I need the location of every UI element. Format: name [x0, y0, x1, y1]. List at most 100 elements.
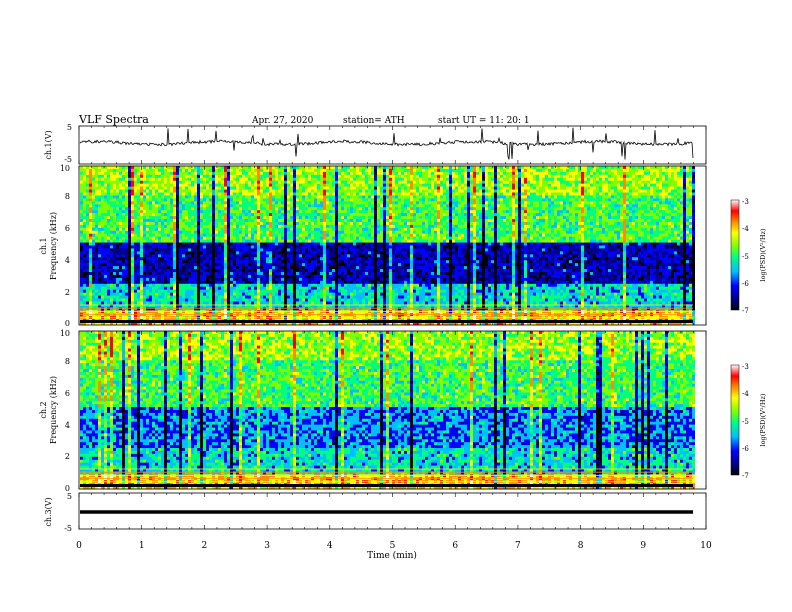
- spectrogram-cell: [101, 301, 104, 305]
- spectrogram-cell: [302, 168, 305, 173]
- spectrogram-cell: [269, 171, 272, 176]
- spectrogram-cell: [119, 236, 122, 240]
- spectrogram-cell: [134, 224, 137, 229]
- spectrogram-cell: [329, 195, 332, 199]
- spectrogram-cell: [299, 286, 302, 290]
- spectrogram-cell: [191, 213, 194, 217]
- spectrogram-cell: [260, 201, 263, 205]
- spectrogram-cell: [338, 292, 341, 296]
- spectrogram-cell: [329, 254, 332, 258]
- spectrogram-cell: [122, 295, 125, 299]
- spectrogram-cell: [185, 227, 188, 232]
- spectrogram-cell: [98, 280, 101, 285]
- spectrogram-cell: [80, 166, 83, 170]
- spectrogram-cell: [116, 286, 119, 290]
- spectrogram-cell: [89, 248, 92, 252]
- spectrogram-cell: [152, 301, 155, 305]
- spectrogram-cell: [83, 298, 86, 302]
- spectrogram-cell: [236, 233, 239, 237]
- spectrogram-cell: [320, 292, 323, 296]
- spectrogram-cell: [167, 221, 170, 226]
- spectrogram-cell: [173, 166, 176, 170]
- spectrogram-cell: [158, 310, 161, 314]
- spectrogram-cell: [125, 177, 128, 182]
- spectrogram-cell: [221, 195, 224, 199]
- spectrogram-cell: [155, 301, 158, 305]
- spectrogram-cell: [131, 219, 134, 223]
- spectrogram-cell: [347, 230, 350, 235]
- spectrogram-cell: [167, 272, 170, 276]
- spectrogram-cell: [311, 186, 314, 190]
- spectrogram-cell: [80, 266, 83, 270]
- spectrogram-cell: [302, 192, 305, 196]
- spectrogram-cell: [242, 248, 245, 252]
- spectrogram-cell: [293, 307, 296, 311]
- spectrogram-cell: [239, 301, 242, 305]
- spectrogram-cell: [98, 216, 101, 220]
- spectrogram-cell: [215, 274, 218, 279]
- spectrogram-cell: [197, 242, 200, 246]
- spectrogram-cell: [92, 277, 95, 282]
- spectrogram-cell: [254, 283, 257, 288]
- spectrogram-cell: [248, 257, 251, 261]
- spectrogram-cell: [98, 260, 101, 264]
- spectrogram-cell: [242, 286, 245, 290]
- spectrogram-cell: [128, 292, 131, 296]
- spectrogram-cell: [140, 221, 143, 226]
- spectrogram-cell: [278, 168, 281, 173]
- spectrogram-cell: [302, 292, 305, 296]
- spectrogram-cell: [245, 286, 248, 290]
- spectrogram-cell: [239, 248, 242, 252]
- spectrogram-cell: [227, 183, 230, 187]
- spectrogram-cell: [272, 204, 275, 208]
- spectrogram-cell: [275, 245, 278, 249]
- spectrogram-cell: [128, 245, 131, 249]
- spectrogram-cell: [344, 245, 347, 249]
- spectrogram-cell: [101, 189, 104, 193]
- spectrogram-cell: [230, 177, 233, 182]
- spectrogram-cell: [155, 236, 158, 240]
- spectrogram-cell: [311, 266, 314, 270]
- spectrogram-cell: [320, 257, 323, 261]
- spectrogram-cell: [128, 257, 131, 261]
- spectrogram-cell: [296, 192, 299, 196]
- spectrogram-cell: [200, 198, 203, 202]
- ch1-waveform-line: [79, 127, 694, 160]
- spectrogram-cell: [341, 168, 344, 173]
- spectrogram-cell: [269, 201, 272, 205]
- spectrogram-cell: [89, 260, 92, 264]
- spectrogram-cell: [221, 221, 224, 226]
- spectrogram-cell: [140, 257, 143, 261]
- spectrogram-cell: [329, 245, 332, 249]
- spectrogram-cell: [197, 310, 200, 314]
- spectrogram-cell: [269, 213, 272, 217]
- spectrogram-cell: [197, 307, 200, 311]
- spectrogram-cell: [347, 192, 350, 196]
- spectrogram-cell: [245, 210, 248, 214]
- spectrogram-cell: [329, 266, 332, 270]
- spectrogram-cell: [326, 289, 329, 293]
- spectrogram-cell: [302, 266, 305, 270]
- spectrogram-cell: [164, 216, 167, 220]
- spectrogram-cell: [86, 180, 89, 184]
- spectrogram-cell: [101, 210, 104, 214]
- spectrogram-cell: [146, 307, 149, 311]
- spectrogram-cell: [209, 210, 212, 214]
- spectrogram-cell: [242, 251, 245, 255]
- spectrogram-cell: [317, 304, 320, 308]
- spectrogram-cell: [326, 307, 329, 311]
- spectrogram-cell: [194, 301, 197, 305]
- spectrogram-cell: [332, 274, 335, 279]
- spectrogram-cell: [98, 242, 101, 246]
- spectrogram-cell: [347, 289, 350, 293]
- spectrogram-cell: [155, 295, 158, 299]
- spectrogram-cell: [302, 189, 305, 193]
- spectrogram-cell: [287, 295, 290, 299]
- spectrogram-cell: [83, 201, 86, 205]
- spectrogram-cell: [311, 201, 314, 205]
- spectrogram-cell: [245, 280, 248, 285]
- spectrogram-cell: [134, 192, 137, 196]
- spectrogram-cell: [146, 257, 149, 261]
- spectrogram-cell: [191, 251, 194, 255]
- spectrogram-cell: [221, 277, 224, 282]
